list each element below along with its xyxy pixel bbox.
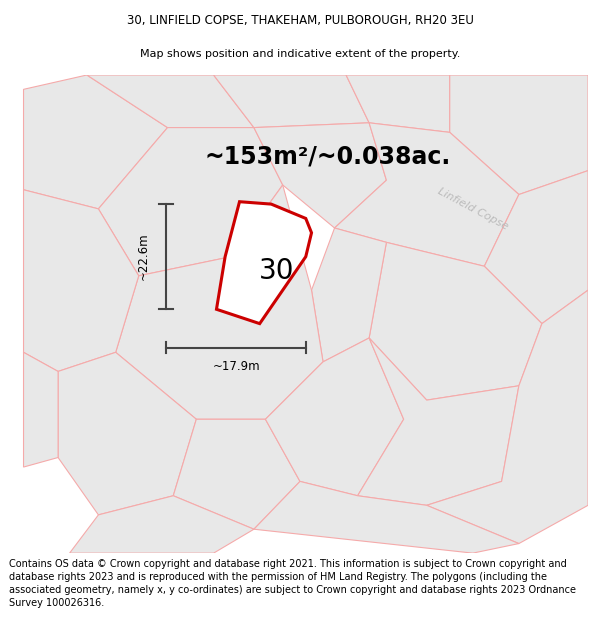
Polygon shape xyxy=(346,75,450,132)
Polygon shape xyxy=(358,338,519,505)
Polygon shape xyxy=(311,228,386,362)
Polygon shape xyxy=(427,290,588,544)
Polygon shape xyxy=(173,419,300,529)
Text: ~22.6m: ~22.6m xyxy=(137,233,150,281)
Polygon shape xyxy=(23,352,58,467)
Polygon shape xyxy=(70,496,254,553)
Text: 30: 30 xyxy=(259,257,295,285)
Polygon shape xyxy=(254,481,519,553)
Polygon shape xyxy=(98,127,283,276)
Polygon shape xyxy=(335,122,519,266)
Polygon shape xyxy=(217,202,311,324)
Polygon shape xyxy=(214,75,369,128)
Polygon shape xyxy=(87,75,254,128)
Polygon shape xyxy=(450,75,588,194)
Polygon shape xyxy=(265,338,404,496)
Text: 30, LINFIELD COPSE, THAKEHAM, PULBOROUGH, RH20 3EU: 30, LINFIELD COPSE, THAKEHAM, PULBOROUGH… xyxy=(127,14,473,27)
Polygon shape xyxy=(254,122,386,228)
Polygon shape xyxy=(116,185,323,419)
Text: ~153m²/~0.038ac.: ~153m²/~0.038ac. xyxy=(205,144,451,168)
Polygon shape xyxy=(484,171,588,324)
Polygon shape xyxy=(23,75,167,209)
Polygon shape xyxy=(23,190,139,371)
Text: Map shows position and indicative extent of the property.: Map shows position and indicative extent… xyxy=(140,49,460,59)
Text: Linfield Copse: Linfield Copse xyxy=(436,186,509,232)
Polygon shape xyxy=(58,352,196,515)
Polygon shape xyxy=(369,242,542,400)
Text: Contains OS data © Crown copyright and database right 2021. This information is : Contains OS data © Crown copyright and d… xyxy=(9,559,576,609)
Text: ~17.9m: ~17.9m xyxy=(212,360,260,373)
